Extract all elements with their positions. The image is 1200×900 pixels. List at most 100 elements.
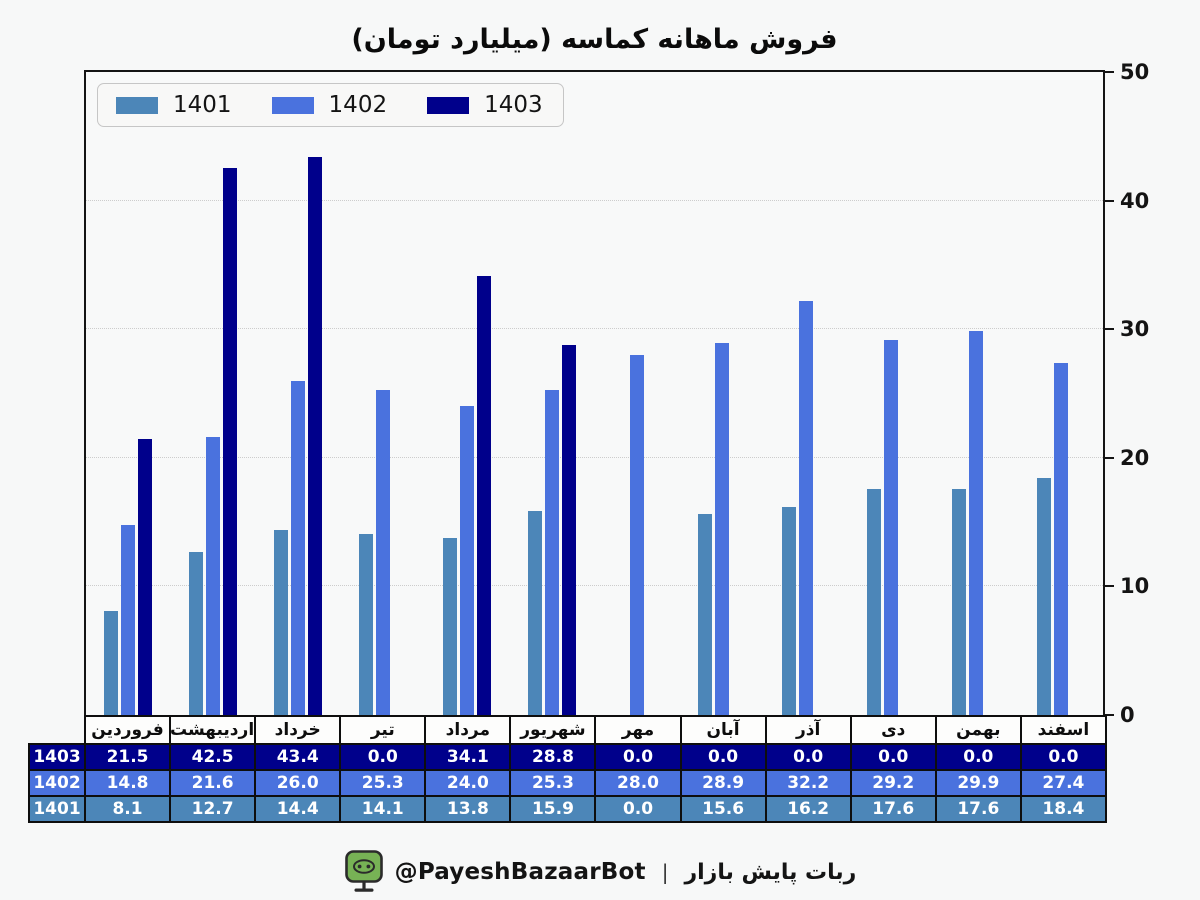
y-tick-label: 20 <box>1120 445 1150 470</box>
bar-1402-month-7 <box>629 354 644 715</box>
table-value-cell: 28.0 <box>594 769 682 797</box>
bar-1402-month-10 <box>884 339 899 715</box>
table-value-cell: 15.6 <box>679 795 767 823</box>
table-value-cell: 21.6 <box>169 769 257 797</box>
gridline <box>86 585 1103 587</box>
robot-monitor-icon <box>344 850 383 892</box>
y-tick-mark <box>1105 71 1114 73</box>
footer-separator: | <box>661 860 669 884</box>
bar-1402-month-3 <box>290 380 305 715</box>
bar-1401-month-10 <box>867 488 882 715</box>
table-value-cell: 13.8 <box>424 795 512 823</box>
month-header-cell: شهریور <box>509 715 597 745</box>
y-tick-mark <box>1105 714 1114 716</box>
bar-1401-month-5 <box>443 537 458 715</box>
gridline <box>86 328 1103 330</box>
bar-1401-month-8 <box>697 514 712 715</box>
y-tick-mark <box>1105 199 1114 202</box>
legend-swatch-1402 <box>271 96 314 114</box>
table-value-cell: 27.4 <box>1019 769 1107 797</box>
bar-1402-month-5 <box>460 406 475 715</box>
bar-1401-month-11 <box>951 488 966 715</box>
gridline <box>86 199 1103 201</box>
month-header-cell: بهمن <box>934 715 1022 745</box>
month-header-cell: مرداد <box>424 715 512 745</box>
table-value-cell: 14.4 <box>254 795 342 823</box>
table-value-cell: 25.3 <box>509 769 597 797</box>
y-tick-label: 0 <box>1120 703 1135 727</box>
y-tick-label: 30 <box>1120 317 1150 342</box>
legend-entry-1403: 1403 <box>427 92 543 118</box>
bar-1403-month-3 <box>307 156 322 715</box>
chart-title: فروش ماهانه کماسه (میلیارد تومان) <box>351 24 838 55</box>
bar-1403-month-5 <box>477 276 492 715</box>
table-value-cell: 29.9 <box>934 769 1022 797</box>
table-value-cell: 8.1 <box>83 795 172 823</box>
table-value-cell: 16.2 <box>764 795 852 823</box>
bar-1402-month-4 <box>375 389 390 715</box>
year-row-label: 1401 <box>28 795 86 823</box>
month-header-cell: دی <box>849 715 937 745</box>
month-header-cell: اردیبهشت <box>169 715 257 745</box>
data-table: فروردین اردیبهشت خرداد تیر مرداد شهریور مهر آبا… <box>28 715 1107 823</box>
table-value-cell: 0.0 <box>594 795 682 823</box>
month-header-cell: اسفند <box>1019 715 1107 745</box>
month-header-cell: تیر <box>339 715 427 745</box>
bar-1402-month-12 <box>1053 362 1068 715</box>
table-value-cell: 18.4 <box>1019 795 1107 823</box>
table-value-cell: 12.7 <box>169 795 257 823</box>
legend-swatch-1403 <box>427 96 470 114</box>
bar-1403-month-2 <box>223 168 238 715</box>
table-value-cell: 0.0 <box>764 743 852 771</box>
gridline <box>86 456 1103 458</box>
bar-1401-month-1 <box>104 610 119 715</box>
y-tick-label: 10 <box>1120 574 1150 599</box>
plot-area: 1401 1402 1403 <box>84 70 1105 717</box>
y-tick-label: 40 <box>1120 188 1150 213</box>
table-value-cell: 21.5 <box>83 743 172 771</box>
table-value-cell: 32.2 <box>764 769 852 797</box>
legend-entry-1402: 1402 <box>271 92 388 118</box>
table-value-cell: 42.5 <box>169 743 257 771</box>
table-header-row: فروردین اردیبهشت خرداد تیر مرداد شهریور مهر آبا… <box>29 715 1107 745</box>
table-value-cell: 43.4 <box>254 743 342 771</box>
table-value-cell: 28.9 <box>679 769 767 797</box>
table-value-cell: 26.0 <box>254 769 342 797</box>
footer: @PayeshBazaarBot | ربات پایش بازار <box>0 848 1200 896</box>
table-value-cell: 25.3 <box>339 769 427 797</box>
bot-name: ربات پایش بازار <box>684 859 857 885</box>
bar-1402-month-9 <box>799 300 814 715</box>
bar-1403-month-6 <box>562 344 577 715</box>
legend-label-1402: 1402 <box>328 92 388 118</box>
table-value-cell: 0.0 <box>1019 743 1107 771</box>
table-value-cell: 24.0 <box>424 769 512 797</box>
bar-1401-month-4 <box>358 533 373 715</box>
table-row-1403: 1403 21.5 42.5 43.4 0.0 34.1 28.8 0.0 0.0 0.0 0.0 0… <box>28 743 1107 771</box>
legend-label-1401: 1401 <box>173 92 232 118</box>
table-value-cell: 17.6 <box>849 795 937 823</box>
month-header-cell: فروردین <box>83 715 172 745</box>
bar-1402-month-8 <box>714 343 729 715</box>
bar-1402-month-2 <box>206 437 221 715</box>
y-tick-label: 50 <box>1120 60 1150 84</box>
y-tick-mark <box>1105 328 1114 331</box>
table-value-cell: 14.1 <box>339 795 427 823</box>
bar-1401-month-2 <box>189 551 204 715</box>
month-header-cell: خرداد <box>254 715 342 745</box>
month-header-cell: آذر <box>764 715 852 745</box>
bar-1402-month-6 <box>545 389 560 715</box>
table-row-1401: 1401 8.1 12.7 14.4 14.1 13.8 15.9 0.0 15.6 16.2 17… <box>28 795 1107 823</box>
table-value-cell: 14.8 <box>83 769 172 797</box>
table-value-cell: 0.0 <box>934 743 1022 771</box>
table-row-1402: 1402 14.8 21.6 26.0 25.3 24.0 25.3 28.0 28.9 32.2… <box>28 769 1107 797</box>
month-header-cell: مهر <box>594 715 682 745</box>
year-row-label: 1402 <box>28 769 86 797</box>
bar-1402-month-1 <box>121 524 136 715</box>
bar-1402-month-11 <box>968 330 983 715</box>
y-tick-mark <box>1105 456 1114 459</box>
bar-1401-month-3 <box>273 529 288 715</box>
bar-1401-month-9 <box>782 506 797 715</box>
table-value-cell: 15.9 <box>509 795 597 823</box>
month-header-cell: آبان <box>679 715 767 745</box>
